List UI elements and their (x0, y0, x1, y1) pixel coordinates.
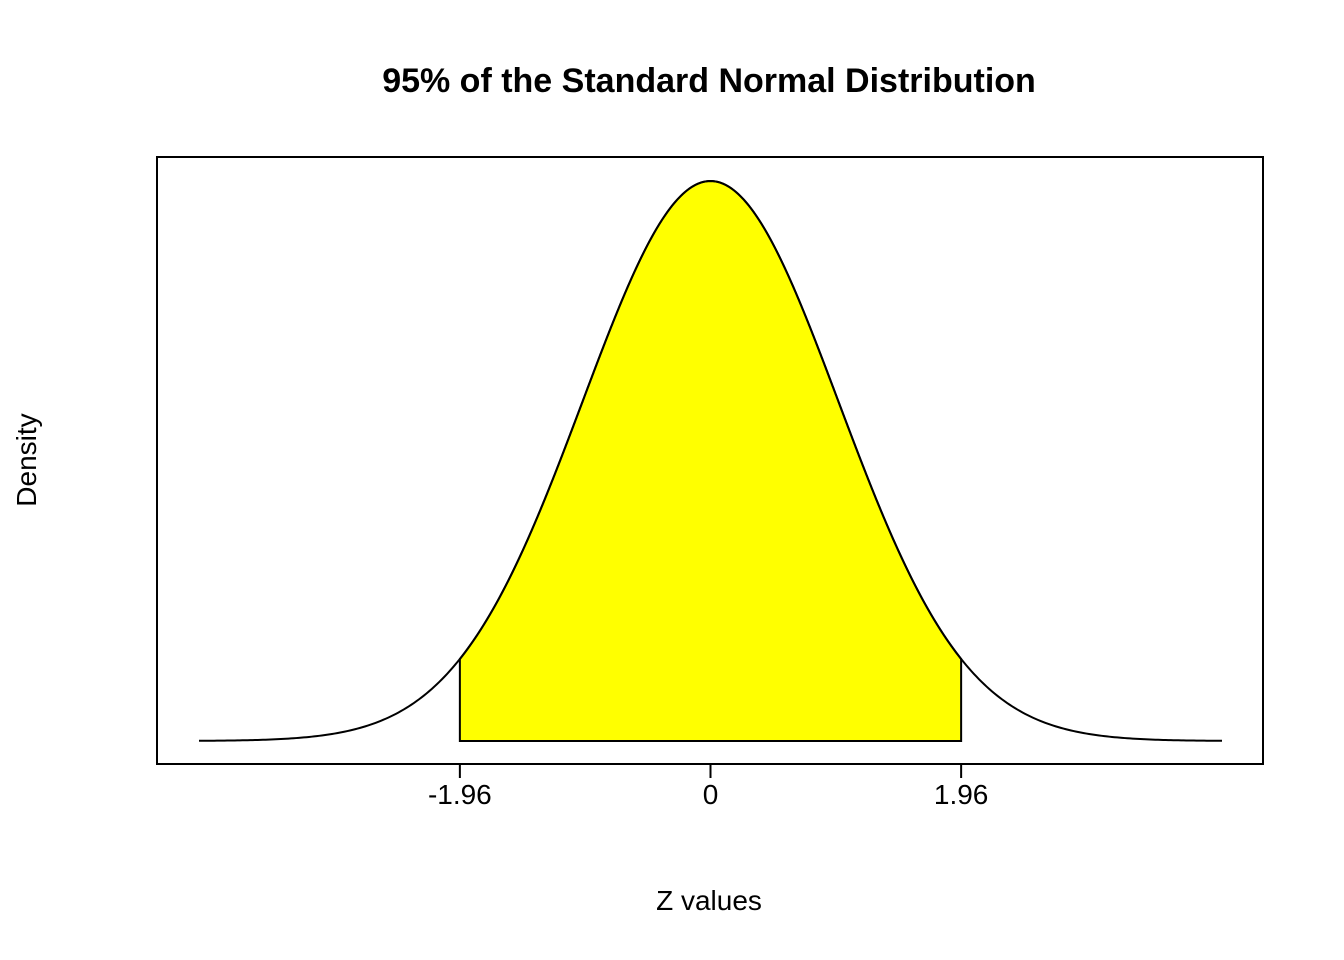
x-tick-label: -1.96 (428, 779, 492, 810)
density-curve (198, 179, 1223, 742)
chart-marks (198, 179, 1223, 742)
y-axis-label: Density (11, 413, 42, 506)
x-tick-label: 0 (703, 779, 719, 810)
shaded-95-percent-region (458, 179, 963, 742)
x-tick-label: 1.96 (934, 779, 989, 810)
x-axis-label: Z values (656, 885, 762, 916)
x-axis-ticks: -1.96 0 1.96 (428, 764, 988, 810)
chart-title: 95% of the Standard Normal Distribution (382, 62, 1036, 100)
